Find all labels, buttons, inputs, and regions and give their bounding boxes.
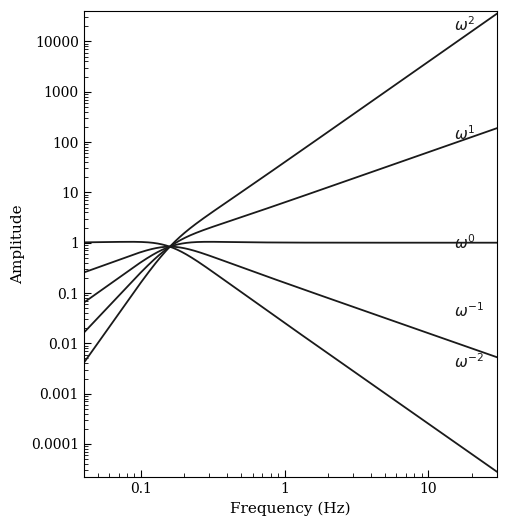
- Text: $\omega^{-1}$: $\omega^{-1}$: [454, 301, 484, 320]
- Y-axis label: Amplitude: Amplitude: [11, 204, 25, 284]
- X-axis label: Frequency (Hz): Frequency (Hz): [230, 502, 351, 516]
- Text: $\omega^1$: $\omega^1$: [454, 124, 475, 142]
- Text: $\omega^0$: $\omega^0$: [454, 233, 475, 252]
- Text: $\omega^{-2}$: $\omega^{-2}$: [454, 352, 484, 370]
- Text: $\omega^2$: $\omega^2$: [454, 15, 475, 34]
